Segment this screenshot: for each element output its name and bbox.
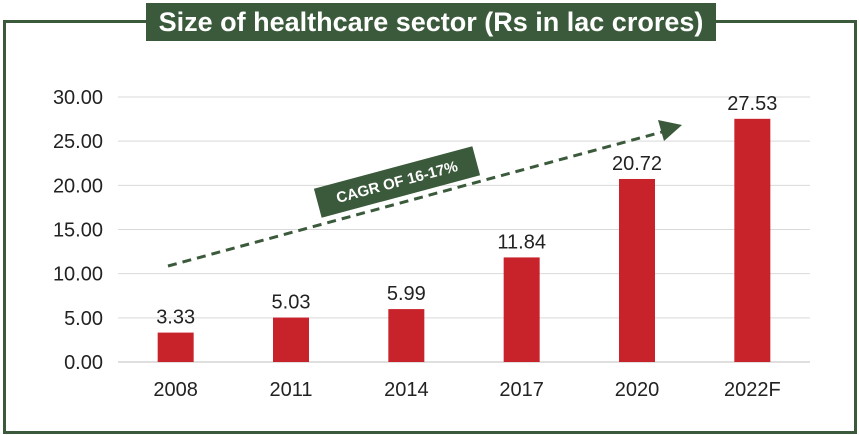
cagr-annotation-box xyxy=(313,146,481,218)
x-axis-tick-labels: 2008 2011 2014 2017 2020 2022F xyxy=(153,379,780,401)
x-tick-label: 2017 xyxy=(499,379,544,401)
bar-value-label: 3.33 xyxy=(156,307,195,329)
cagr-annotation: CAGR OF 16-17% xyxy=(313,146,481,218)
x-tick-label: 2011 xyxy=(269,379,312,401)
bar-value-label: 27.53 xyxy=(727,93,777,115)
cagr-trend xyxy=(167,120,682,268)
y-tick-label: 15.00 xyxy=(53,220,103,242)
y-tick-label: 25.00 xyxy=(53,131,103,153)
grid-lines xyxy=(118,96,810,363)
bar-2011 xyxy=(273,317,309,362)
y-tick-label: 0.00 xyxy=(64,352,103,374)
y-tick-label: 20.00 xyxy=(53,175,103,197)
value-labels: 3.33 5.03 5.99 11.84 20.72 27.53 xyxy=(156,93,777,329)
chart-title: Size of healthcare sector (Rs in lac cro… xyxy=(146,3,716,41)
x-tick-label: 2008 xyxy=(153,379,198,401)
bar-value-label: 5.03 xyxy=(272,292,311,314)
chart-frame xyxy=(3,20,857,434)
bar-2014 xyxy=(388,309,425,362)
bar-value-label: 5.99 xyxy=(387,283,426,305)
y-tick-label: 5.00 xyxy=(64,308,103,330)
bar-2020 xyxy=(619,178,655,362)
y-axis-tick-labels: 0.00 5.00 10.00 15.00 20.00 25.00 30.00 xyxy=(53,87,103,374)
bar-2008 xyxy=(157,332,194,362)
cagr-trend-arrow-line xyxy=(167,130,663,268)
x-tick-label: 2020 xyxy=(615,379,660,401)
bar-value-label: 11.84 xyxy=(497,231,546,253)
bar-2017 xyxy=(503,257,540,362)
x-tick-label: 2014 xyxy=(384,379,429,401)
cagr-trend-arrowhead xyxy=(658,120,682,141)
y-tick-label: 10.00 xyxy=(53,264,103,286)
bar-2022F xyxy=(734,118,771,363)
bar-value-label: 20.72 xyxy=(612,153,662,175)
bars xyxy=(157,118,771,363)
y-tick-label: 30.00 xyxy=(53,87,103,109)
x-tick-label: 2022F xyxy=(724,379,781,401)
